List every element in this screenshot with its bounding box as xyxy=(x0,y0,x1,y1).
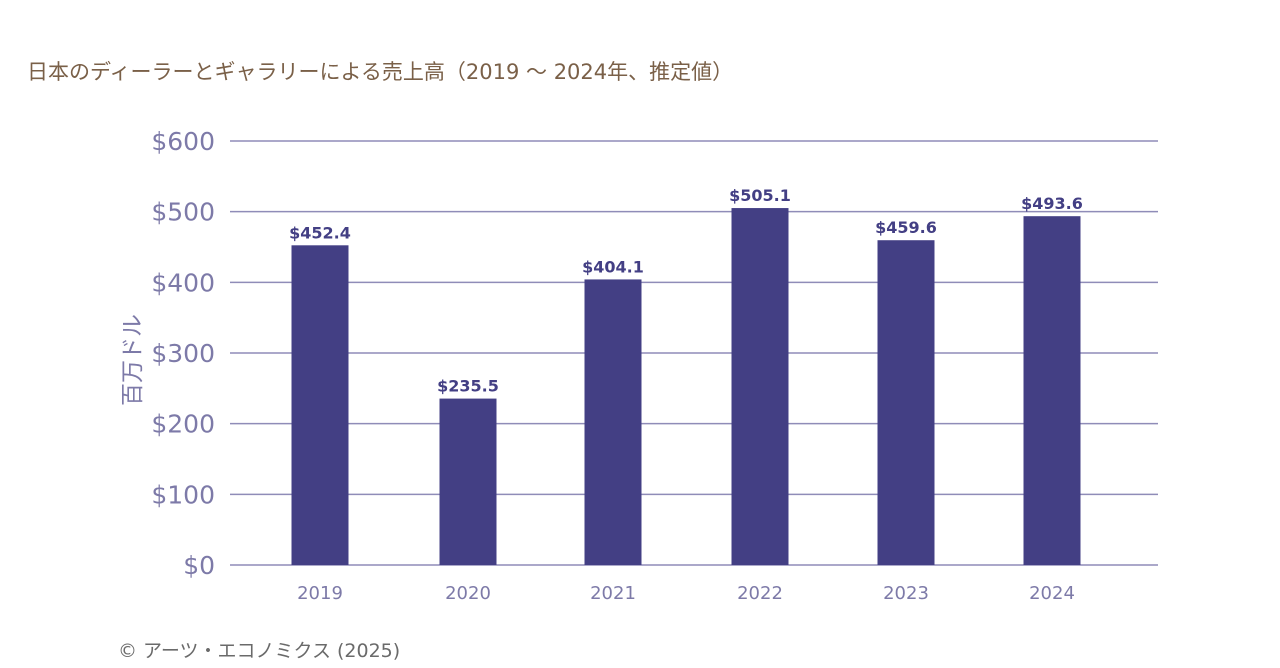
x-tick-label: 2020 xyxy=(445,583,491,604)
data-label: $459.6 xyxy=(875,218,937,237)
x-tick-label: 2021 xyxy=(590,583,636,604)
y-tick-label: $500 xyxy=(151,198,215,227)
bar xyxy=(731,208,789,565)
bar xyxy=(291,245,349,565)
bar xyxy=(584,279,642,565)
data-label: $505.1 xyxy=(729,186,791,205)
y-tick-label: $200 xyxy=(151,410,215,439)
data-label: $235.5 xyxy=(437,377,499,396)
bar xyxy=(1023,216,1081,565)
y-tick-label: $100 xyxy=(151,480,215,509)
x-tick-label: 2024 xyxy=(1029,583,1075,604)
y-tick-label: $300 xyxy=(151,339,215,368)
x-tick-label: 2023 xyxy=(883,583,929,604)
y-tick-label: $0 xyxy=(183,551,215,580)
y-tick-label: $600 xyxy=(151,127,215,156)
data-label: $452.4 xyxy=(289,223,351,242)
data-label: $493.6 xyxy=(1021,194,1083,213)
bar xyxy=(439,398,497,565)
source-footer: © アーツ・エコノミクス (2025) xyxy=(118,640,401,662)
data-label: $404.1 xyxy=(582,257,644,276)
y-tick-label: $400 xyxy=(151,268,215,297)
bar xyxy=(877,240,935,565)
x-tick-label: 2022 xyxy=(737,583,783,604)
x-tick-label: 2019 xyxy=(297,583,343,604)
chart-title: 日本のディーラーとギャラリーによる売上高（2019 〜 2024年、推定値） xyxy=(27,60,734,84)
